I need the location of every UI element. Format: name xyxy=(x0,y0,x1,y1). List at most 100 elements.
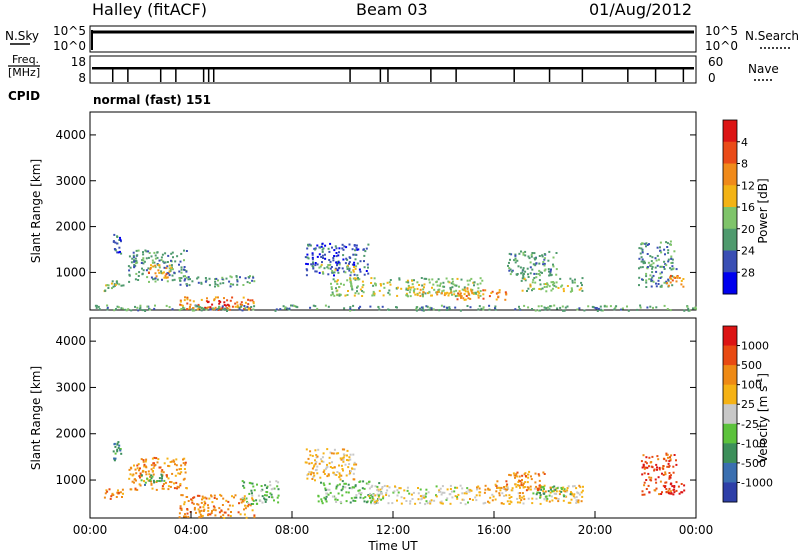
echo-cell xyxy=(130,467,133,470)
echo-cell xyxy=(566,489,569,492)
echo-cell xyxy=(324,487,327,490)
echo-cell xyxy=(160,256,163,259)
echo-cell xyxy=(355,265,358,268)
echo-cell xyxy=(438,309,441,312)
echo-cell xyxy=(367,483,370,486)
echo-cell xyxy=(140,262,143,264)
echo-cell xyxy=(154,277,157,280)
echo-cell xyxy=(251,494,254,497)
echo-cell xyxy=(473,281,476,284)
echo-cell xyxy=(142,257,145,260)
echo-cell xyxy=(646,244,649,246)
echo-cell xyxy=(466,279,469,282)
echo-cell xyxy=(117,251,120,254)
echo-cell xyxy=(242,500,245,503)
echo-cell xyxy=(320,498,323,501)
echo-cell xyxy=(539,271,542,274)
echo-cell xyxy=(229,275,232,278)
echo-cell xyxy=(165,267,168,270)
echo-cell xyxy=(372,493,375,496)
echo-cell xyxy=(223,301,226,304)
echo-cell xyxy=(521,479,523,481)
echo-cell xyxy=(282,305,285,308)
echo-cell xyxy=(320,500,323,503)
echo-cell xyxy=(551,486,554,489)
echo-cell xyxy=(468,490,471,493)
echo-cell xyxy=(141,259,144,262)
echo-cell xyxy=(160,259,163,261)
ytick-label-1: 2000 xyxy=(55,220,86,234)
echo-cell xyxy=(114,457,117,460)
echo-cell xyxy=(337,267,340,270)
echo-cell xyxy=(512,472,515,475)
echo-cell xyxy=(527,287,530,290)
echo-cell xyxy=(645,245,647,248)
echo-cell xyxy=(655,282,657,285)
echo-cell xyxy=(543,473,546,475)
echo-cell xyxy=(426,305,429,308)
echo-cell xyxy=(341,457,344,460)
echo-cell xyxy=(135,472,138,475)
echo-cell xyxy=(146,477,149,480)
echo-cell xyxy=(578,484,581,487)
echo-cell xyxy=(660,493,663,495)
echo-cell xyxy=(239,513,242,516)
echo-cell xyxy=(311,253,314,256)
colorbar-tick-label-3: -25 xyxy=(741,418,759,431)
echo-cell xyxy=(116,450,119,453)
echo-cell xyxy=(352,453,355,456)
echo-cell xyxy=(669,458,672,461)
echo-cell xyxy=(140,479,143,482)
echo-cell xyxy=(132,251,135,254)
echo-cell xyxy=(540,486,543,489)
echo-cell xyxy=(193,496,196,499)
echo-cell xyxy=(182,462,185,465)
echo-cell xyxy=(638,257,641,260)
echo-cell xyxy=(364,496,367,499)
echo-cell xyxy=(650,461,653,463)
echo-cell xyxy=(329,242,332,245)
echo-cell xyxy=(416,281,419,284)
echo-cell xyxy=(626,305,628,308)
echo-cell xyxy=(327,474,330,477)
echo-cell xyxy=(213,494,216,497)
echo-cell xyxy=(328,456,331,459)
echo-cell xyxy=(648,465,650,468)
echo-cell xyxy=(528,470,531,473)
echo-cell xyxy=(207,506,210,509)
echo-cell xyxy=(518,305,520,308)
echo-cell xyxy=(129,488,132,491)
echo-cell xyxy=(349,278,352,281)
echo-cell xyxy=(521,289,524,292)
echo-cell xyxy=(548,250,551,253)
echo-cell xyxy=(565,490,568,493)
echo-cell xyxy=(168,264,171,267)
echo-cell xyxy=(135,249,138,252)
echo-cell xyxy=(643,481,646,484)
echo-cell xyxy=(252,276,255,279)
echo-cell xyxy=(176,255,179,258)
echo-cell xyxy=(314,248,316,251)
echo-cell xyxy=(581,277,584,280)
echo-cell xyxy=(669,483,672,486)
echo-cell xyxy=(538,269,541,272)
echo-cell xyxy=(128,269,131,272)
echo-cell xyxy=(205,279,208,282)
echo-cell xyxy=(642,465,645,468)
echo-cell xyxy=(215,497,218,500)
ytick-label-3: 4000 xyxy=(55,128,86,142)
echo-cell xyxy=(664,471,667,474)
echo-cell xyxy=(338,262,341,265)
echo-cell xyxy=(540,305,543,308)
echo-cell xyxy=(524,250,527,253)
echo-cell xyxy=(527,306,530,309)
echo-cell xyxy=(386,489,389,492)
echo-cell xyxy=(459,484,462,487)
echo-cell xyxy=(148,473,151,476)
echo-cell xyxy=(97,305,100,308)
echo-cell xyxy=(167,488,170,491)
echo-cell xyxy=(615,305,618,308)
echo-cell xyxy=(522,273,525,275)
echo-cell xyxy=(243,305,246,307)
echo-cell xyxy=(183,249,185,252)
